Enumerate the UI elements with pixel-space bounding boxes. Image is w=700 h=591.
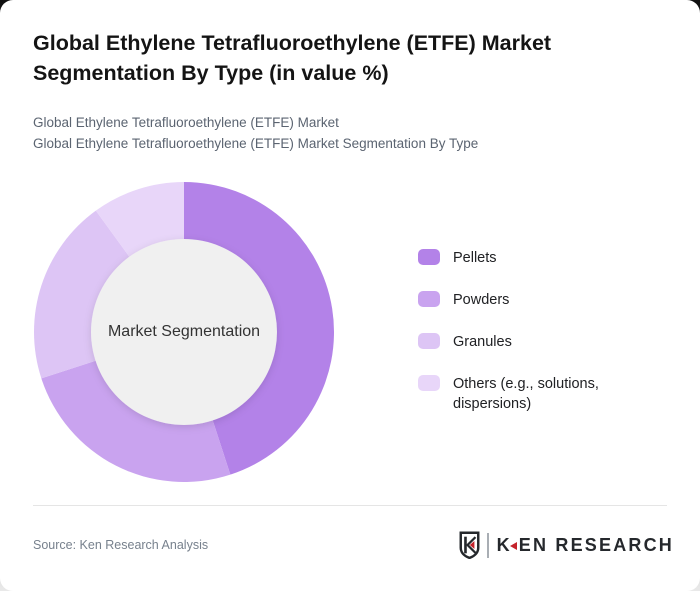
logo-wordmark-rest: EN RESEARCH xyxy=(518,534,674,555)
legend-item-powders: Powders xyxy=(418,290,648,310)
legend-swatch-pellets xyxy=(418,249,440,265)
logo-separator xyxy=(486,532,489,558)
logo-red-triangle-icon xyxy=(509,541,517,550)
chart-legend: Pellets Powders Granules Others (e.g., s… xyxy=(418,248,648,436)
legend-label-granules: Granules xyxy=(453,334,512,350)
ken-research-shield-icon xyxy=(459,531,480,559)
legend-item-others: Others (e.g., solutions, dispersions) xyxy=(418,374,648,414)
page-title: Global Ethylene Tetrafluoroethylene (ETF… xyxy=(33,31,552,85)
footer-divider xyxy=(33,505,667,506)
legend-swatch-others xyxy=(418,375,440,391)
legend-swatch-granules xyxy=(418,333,440,349)
source-text: Source: Ken Research Analysis xyxy=(33,538,209,552)
legend-label-pellets: Pellets xyxy=(453,250,497,266)
logo-wordmark: K EN RESEARCH xyxy=(497,535,674,556)
legend-item-granules: Granules xyxy=(418,332,648,352)
footer: Source: Ken Research Analysis K EN RESEAR… xyxy=(33,524,674,566)
donut-chart: Market Segmentation xyxy=(34,182,334,482)
logo-letter-k: K xyxy=(496,534,512,555)
subtitle-line-1: Global Ethylene Tetrafluoroethylene (ETF… xyxy=(33,115,339,130)
chart-subtitles: Global Ethylene Tetrafluoroethylene (ETF… xyxy=(33,112,653,154)
legend-label-others: Others (e.g., solutions, dispersions) xyxy=(453,376,599,412)
legend-label-powders: Powders xyxy=(453,292,510,308)
donut-center-circle xyxy=(91,239,277,425)
legend-swatch-powders xyxy=(418,291,440,307)
donut-slices xyxy=(34,182,334,482)
donut-center-label: Market Segmentation xyxy=(107,323,261,340)
subtitle-line-2: Global Ethylene Tetrafluoroethylene (ETF… xyxy=(33,136,479,151)
donut-svg xyxy=(34,182,334,482)
ken-research-logo: K EN RESEARCH xyxy=(458,531,674,559)
legend-item-pellets: Pellets xyxy=(418,248,648,268)
